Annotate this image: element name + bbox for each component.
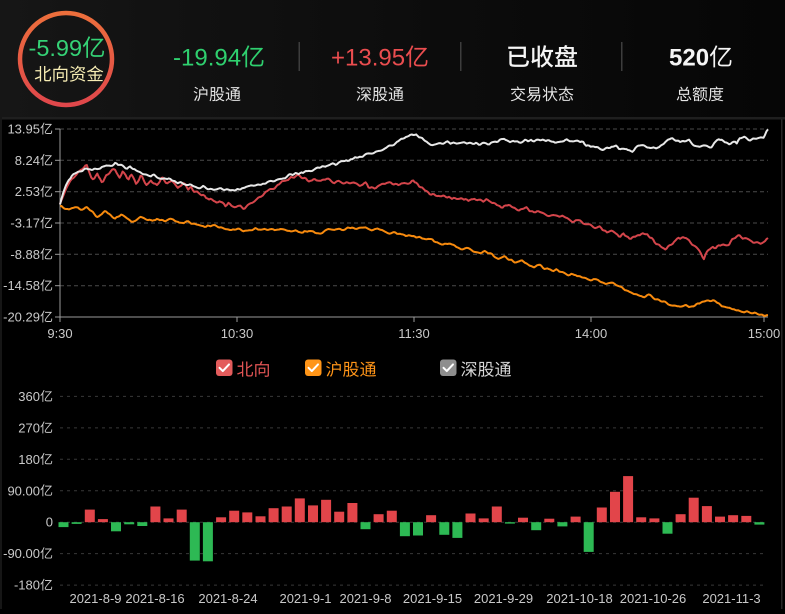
svg-text:-19.94: -19.94 bbox=[173, 45, 241, 72]
svg-text:+13.95: +13.95 bbox=[331, 45, 405, 72]
svg-text:13.95: 13.95 bbox=[7, 122, 40, 137]
svg-text:2021-8-16: 2021-8-16 bbox=[125, 591, 184, 606]
svg-text:0: 0 bbox=[46, 515, 53, 530]
svg-text:2021-9-29: 2021-9-29 bbox=[474, 591, 533, 606]
svg-text:520: 520 bbox=[669, 45, 709, 72]
svg-text:8.24: 8.24 bbox=[15, 153, 40, 168]
svg-text:15:00: 15:00 bbox=[748, 326, 781, 341]
svg-text:180: 180 bbox=[18, 452, 40, 467]
svg-text:2021-10-26: 2021-10-26 bbox=[620, 591, 687, 606]
svg-text:-5.99: -5.99 bbox=[29, 35, 83, 61]
svg-text:-180: -180 bbox=[14, 578, 40, 593]
svg-text:-14.58: -14.58 bbox=[3, 278, 40, 293]
svg-text:11:30: 11:30 bbox=[398, 326, 430, 341]
svg-text:90.00: 90.00 bbox=[7, 483, 40, 498]
svg-text:2021-11-3: 2021-11-3 bbox=[702, 591, 760, 606]
svg-text:14:00: 14:00 bbox=[575, 326, 608, 341]
svg-text:-20.29: -20.29 bbox=[3, 310, 40, 325]
svg-text:-8.88: -8.88 bbox=[10, 247, 40, 262]
svg-text:2021-8-24: 2021-8-24 bbox=[198, 591, 257, 606]
svg-text:2021-9-8: 2021-9-8 bbox=[339, 591, 391, 606]
svg-text:-90.00: -90.00 bbox=[3, 546, 40, 561]
svg-text:10:30: 10:30 bbox=[221, 326, 254, 341]
svg-text:-3.17: -3.17 bbox=[10, 216, 40, 231]
svg-text:9:30: 9:30 bbox=[47, 326, 72, 341]
svg-text:2021-9-15: 2021-9-15 bbox=[403, 591, 462, 606]
svg-text:2021-10-18: 2021-10-18 bbox=[546, 591, 613, 606]
svg-text:2.53: 2.53 bbox=[15, 184, 40, 199]
svg-text:270: 270 bbox=[18, 420, 40, 435]
svg-text:2021-9-1: 2021-9-1 bbox=[279, 591, 331, 606]
svg-text:2021-8-9: 2021-8-9 bbox=[69, 591, 121, 606]
svg-text:360: 360 bbox=[18, 389, 40, 404]
